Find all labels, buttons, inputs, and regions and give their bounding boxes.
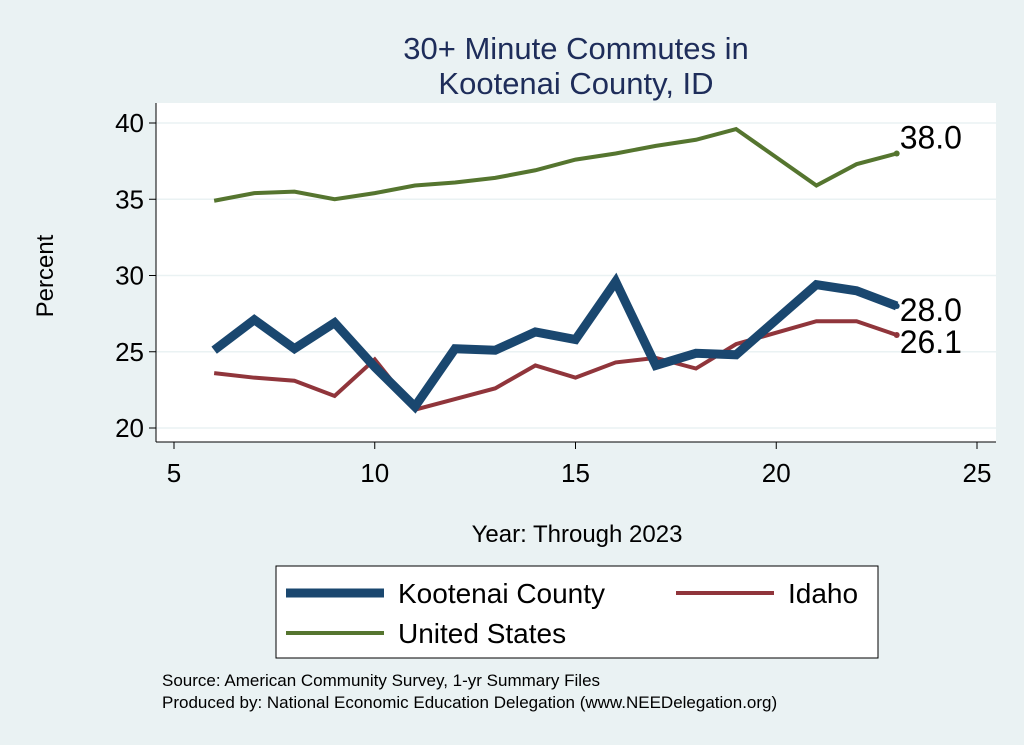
y-tick-label: 30 bbox=[115, 261, 144, 291]
y-tick-label: 35 bbox=[115, 184, 144, 214]
legend-label-kootenai-county: Kootenai County bbox=[398, 578, 605, 609]
legend: Kootenai County Idaho United States bbox=[286, 578, 858, 649]
legend-label-united-states: United States bbox=[398, 618, 566, 649]
series-line-kootenai-county bbox=[211, 272, 899, 414]
y-tick-label: 25 bbox=[115, 337, 144, 367]
x-tick-label: 15 bbox=[561, 458, 590, 488]
end-labels: 28.026.1 38.0 bbox=[900, 120, 962, 360]
end-label-kootenai-county: 28.0 bbox=[900, 292, 962, 328]
end-label-united-states: 38.0 bbox=[900, 120, 962, 156]
legend-box bbox=[275, 565, 879, 659]
source-note: Source: American Community Survey, 1-yr … bbox=[162, 671, 600, 690]
chart-title-line-2: Kootenai County, ID bbox=[438, 66, 713, 101]
x-tick-label: 20 bbox=[762, 458, 791, 488]
x-tick-label: 5 bbox=[167, 458, 181, 488]
series-line-united-states bbox=[213, 126, 898, 203]
y-tick-label: 40 bbox=[115, 108, 144, 138]
ticks: 20 25 30 35 40 5 10 15 20 25 bbox=[115, 108, 991, 488]
x-tick-label: 10 bbox=[360, 458, 389, 488]
legend-label-idaho: Idaho bbox=[788, 578, 858, 609]
series-end-marker-kootenai-county bbox=[893, 303, 900, 309]
end-label-idaho: 26.1 bbox=[900, 324, 962, 360]
series-end-marker-united-states bbox=[893, 150, 900, 157]
producer-note: Produced by: National Economic Education… bbox=[162, 693, 777, 712]
x-axis-title: Year: Through 2023 bbox=[472, 521, 683, 548]
y-axis-title: Percent bbox=[32, 234, 59, 317]
chart-title-line-1: 30+ Minute Commutes in bbox=[403, 31, 748, 66]
series-end-marker-idaho bbox=[893, 331, 900, 338]
y-tick-label: 20 bbox=[115, 413, 144, 443]
series-layer bbox=[211, 126, 900, 414]
x-tick-label: 25 bbox=[963, 458, 992, 488]
plot-area bbox=[156, 103, 996, 442]
